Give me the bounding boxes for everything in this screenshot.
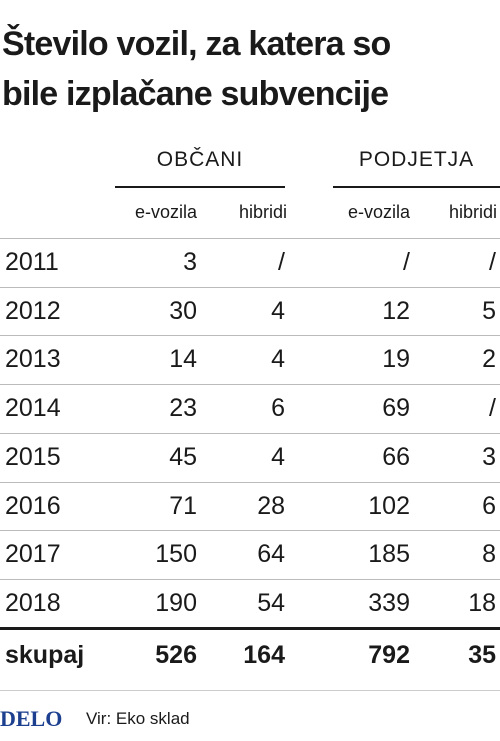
row-label: 2014 <box>5 394 61 423</box>
subheader: hibridi <box>238 202 287 222</box>
group-header: PODJETJA <box>358 148 475 171</box>
cell: 14 <box>169 345 197 374</box>
row-rule <box>0 578 500 580</box>
row-label: 2013 <box>5 345 61 374</box>
row-rule <box>0 286 500 288</box>
cell: 6 <box>482 491 496 520</box>
subheader: hibridi <box>448 202 497 222</box>
cell: 30 <box>169 296 197 325</box>
cell: / <box>278 248 285 276</box>
row-rule <box>0 335 500 337</box>
cell: 64 <box>257 540 285 569</box>
cell: 4 <box>271 442 285 471</box>
footer-rule <box>0 690 500 691</box>
cell: / <box>489 248 496 276</box>
row-rule <box>0 530 500 532</box>
cell: 18 <box>468 588 496 617</box>
group-rule <box>115 186 285 188</box>
cell: 792 <box>368 640 410 669</box>
cell: 28 <box>257 491 285 520</box>
cell: 45 <box>169 442 197 471</box>
row-rule <box>0 384 500 386</box>
cell: 66 <box>382 442 410 471</box>
cell: / <box>403 248 410 276</box>
cell: 190 <box>155 588 197 617</box>
subheader: e-vozila <box>134 202 197 222</box>
row-rule <box>0 432 500 434</box>
cell: 6 <box>271 394 285 423</box>
row-label: 2012 <box>5 296 61 325</box>
cell: 102 <box>368 491 410 520</box>
cell: 71 <box>169 491 197 520</box>
row-label: skupaj <box>5 640 85 669</box>
cell: 2 <box>482 345 496 374</box>
cell: 150 <box>155 540 197 569</box>
cell: 4 <box>271 345 285 374</box>
cell: 12 <box>382 296 410 325</box>
row-label: 2011 <box>5 248 59 276</box>
group-rule <box>333 186 500 188</box>
cell: 164 <box>243 640 285 669</box>
cell: / <box>489 394 496 423</box>
cell: 23 <box>169 394 197 423</box>
row-rule <box>0 481 500 483</box>
cell: 69 <box>382 394 410 423</box>
row-rule <box>0 238 500 239</box>
cell: 526 <box>155 640 197 669</box>
cell: 35 <box>468 640 496 669</box>
row-label: 2016 <box>5 491 61 520</box>
title-line: Število vozil, za katera so <box>2 25 391 63</box>
total-rule <box>0 626 500 630</box>
cell: 5 <box>482 296 496 325</box>
cell: 8 <box>482 540 496 569</box>
group-header: OBČANI <box>156 148 244 171</box>
cell: 19 <box>382 345 410 374</box>
subheader: e-vozila <box>347 202 410 222</box>
logo: DELO <box>0 706 63 731</box>
row-label: 2015 <box>5 442 61 471</box>
cell: 339 <box>368 588 410 617</box>
row-label: 2018 <box>5 588 61 617</box>
cell: 3 <box>482 442 496 471</box>
source: Vir: Eko sklad <box>86 709 190 728</box>
title-line: bile izplačane subvencije <box>2 75 389 113</box>
row-label: 2017 <box>5 540 61 569</box>
cell: 54 <box>257 588 285 617</box>
cell: 185 <box>368 540 410 569</box>
cell: 3 <box>183 248 197 276</box>
cell: 4 <box>271 296 285 325</box>
